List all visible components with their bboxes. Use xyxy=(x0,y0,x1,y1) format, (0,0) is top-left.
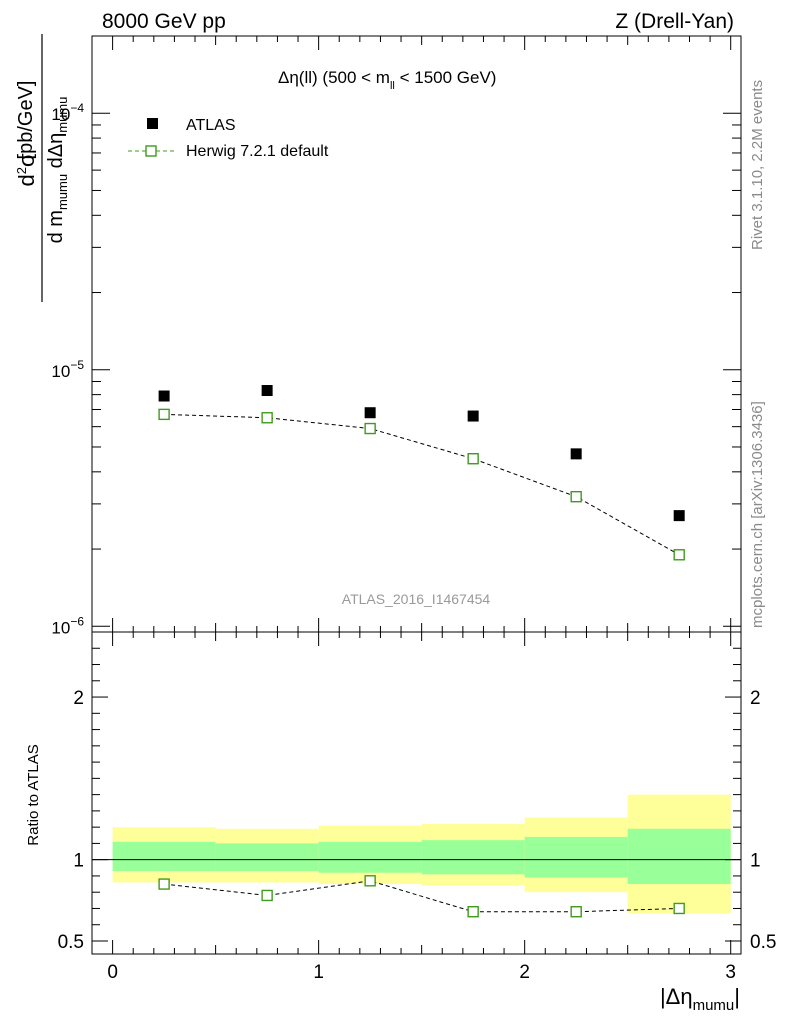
atlas-point xyxy=(158,390,170,402)
y-tick-label: 10−5 xyxy=(51,358,84,381)
rivet-label: Rivet 3.1.10, 2.2M events xyxy=(749,80,766,250)
mc-line-ratio xyxy=(164,880,680,913)
ratio-y-tick-label-left: 0.5 xyxy=(58,932,84,953)
legend-mc-label: Herwig 7.2.1 default xyxy=(186,143,329,160)
ratio-point xyxy=(364,875,376,887)
legend-atlas-marker xyxy=(147,118,158,129)
herwig-point xyxy=(261,412,273,424)
herwig-point xyxy=(364,422,376,435)
x-tick-label: 0 xyxy=(107,962,118,983)
ratio-ticks xyxy=(92,631,741,954)
atlas-point xyxy=(570,448,582,460)
y-tick-label: 10−6 xyxy=(51,614,84,637)
uncertainty-band-inner xyxy=(112,841,216,872)
herwig-point xyxy=(570,490,582,503)
legend-atlas-label: ATLAS xyxy=(186,117,236,134)
header-left: 8000 GeV pp xyxy=(102,10,226,33)
atlas-point xyxy=(261,385,273,397)
x-tick-label: 1 xyxy=(313,962,324,983)
uncertainty-band-inner xyxy=(524,836,628,878)
herwig-point xyxy=(673,549,685,561)
atlas-point xyxy=(364,407,376,419)
x-tick-label: 2 xyxy=(519,962,530,983)
ratio-point xyxy=(570,906,582,918)
uncertainty-band-inner xyxy=(627,828,731,885)
x-axis-label: |Δηmumu| xyxy=(660,984,740,1014)
main-y-tick-labels: 10−6 10−5 10−4 xyxy=(51,101,84,637)
atlas-point xyxy=(673,510,685,522)
ratio-y-tick-label-left: 2 xyxy=(73,688,84,709)
ratio-panel: 0.5 0.5 1 1 2 2 0 1 2 3 xyxy=(58,631,777,983)
main-ticks xyxy=(92,35,741,632)
ratio-point xyxy=(261,889,273,902)
ratio-y-axis-label: Ratio to ATLAS xyxy=(25,744,42,845)
main-y-axis-label: d2σ d mmumu dΔηmumu xyxy=(14,34,70,302)
ratio-frame xyxy=(91,631,742,955)
plot-title: Δη(ll) (500 < mll < 1500 GeV) xyxy=(278,68,496,92)
analysis-watermark: ATLAS_2016_I1467454 xyxy=(342,591,491,607)
uncertainty-band-inner xyxy=(421,840,525,875)
uncertainty-band-inner xyxy=(318,841,422,873)
legend-mc-marker xyxy=(145,145,157,157)
ylabel-unit: [pb/GeV] xyxy=(15,81,37,160)
ratio-y-tick-label-right: 1 xyxy=(750,851,761,872)
ratio-tick-labels: 0.5 0.5 1 1 2 2 0 1 2 3 xyxy=(58,688,777,983)
uncertainty-band-inner xyxy=(215,843,319,872)
mcplots-label: mcplots.cern.ch [arXiv:1306.3436] xyxy=(749,401,766,628)
y-tick-label: 10−4 xyxy=(51,101,84,124)
ratio-bands xyxy=(112,794,731,914)
ratio-y-tick-label-left: 1 xyxy=(73,851,84,872)
main-panel: 10−6 10−5 10−4 Δη(ll) (500 < mll < 1500 Ge… xyxy=(51,35,742,637)
ratio-data-marks xyxy=(158,875,685,918)
herwig-point xyxy=(158,408,170,421)
atlas-point xyxy=(467,410,479,422)
ratio-y-tick-label-right: 2 xyxy=(750,688,761,709)
ylabel-numerator: d2σ xyxy=(14,153,39,186)
ylabel-denominator: d mmumu dΔηmumu xyxy=(45,97,70,244)
ratio-point xyxy=(673,902,685,915)
ratio-y-tick-label-right: 0.5 xyxy=(750,932,776,953)
ratio-point xyxy=(158,878,170,890)
herwig-point xyxy=(467,453,479,465)
main-data-marks xyxy=(158,385,685,561)
ratio-point xyxy=(467,906,479,918)
mc-line-main xyxy=(164,413,680,556)
header-right: Z (Drell-Yan) xyxy=(615,10,734,33)
x-tick-label: 3 xyxy=(725,962,736,983)
